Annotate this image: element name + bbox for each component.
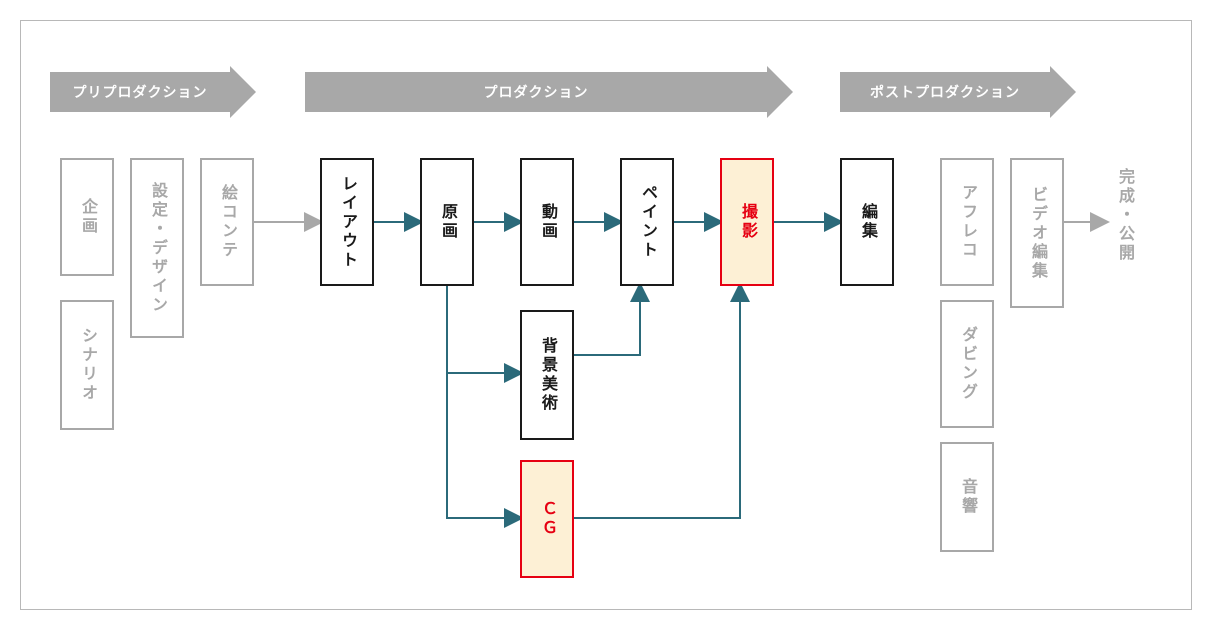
node-label: ダビング (959, 326, 975, 402)
node-cg: ＣＧ (520, 460, 574, 578)
node-label: ビデオ編集 (1029, 186, 1045, 281)
node-label: 設定・デザイン (149, 182, 165, 315)
node-henshu: 編集 (840, 158, 894, 286)
node-label: 原画 (439, 203, 455, 241)
phase-arrowhead-icon (1050, 66, 1076, 118)
node-label: アフレコ (959, 184, 975, 260)
node-haikei: 背景美術 (520, 310, 574, 440)
node-label: 背景美術 (539, 337, 555, 413)
node-label: 動画 (539, 203, 555, 241)
node-label: ＣＧ (539, 500, 555, 538)
phase-label: ポストプロダクション (840, 72, 1050, 112)
node-label: レイアウト (339, 175, 355, 270)
node-label: 音響 (959, 478, 975, 516)
phase-arrow-prod: プロダクション (305, 66, 793, 118)
phase-arrow-pre: プリプロダクション (50, 66, 256, 118)
node-satsuei: 撮影 (720, 158, 774, 286)
label-kansei: 完成・公開 (1116, 168, 1132, 263)
node-afreco: アフレコ (940, 158, 994, 286)
node-label: 絵コンテ (219, 184, 235, 260)
phase-arrow-post: ポストプロダクション (840, 66, 1076, 118)
node-label: 企画 (79, 198, 95, 236)
node-onkyo: 音響 (940, 442, 994, 552)
node-genga: 原画 (420, 158, 474, 286)
node-kikaku: 企画 (60, 158, 114, 276)
node-paint: ペイント (620, 158, 674, 286)
node-label: 編集 (859, 203, 875, 241)
node-label: ペイント (639, 184, 655, 260)
phase-label: プリプロダクション (50, 72, 230, 112)
node-layout: レイアウト (320, 158, 374, 286)
node-dubbing: ダビング (940, 300, 994, 428)
node-ekonte: 絵コンテ (200, 158, 254, 286)
phase-arrowhead-icon (230, 66, 256, 118)
node-label: シナリオ (79, 327, 95, 403)
node-douga: 動画 (520, 158, 574, 286)
phase-arrowhead-icon (767, 66, 793, 118)
node-label: 撮影 (739, 203, 755, 241)
node-settei: 設定・デザイン (130, 158, 184, 338)
phase-label: プロダクション (305, 72, 767, 112)
node-video: ビデオ編集 (1010, 158, 1064, 308)
node-scenario: シナリオ (60, 300, 114, 430)
